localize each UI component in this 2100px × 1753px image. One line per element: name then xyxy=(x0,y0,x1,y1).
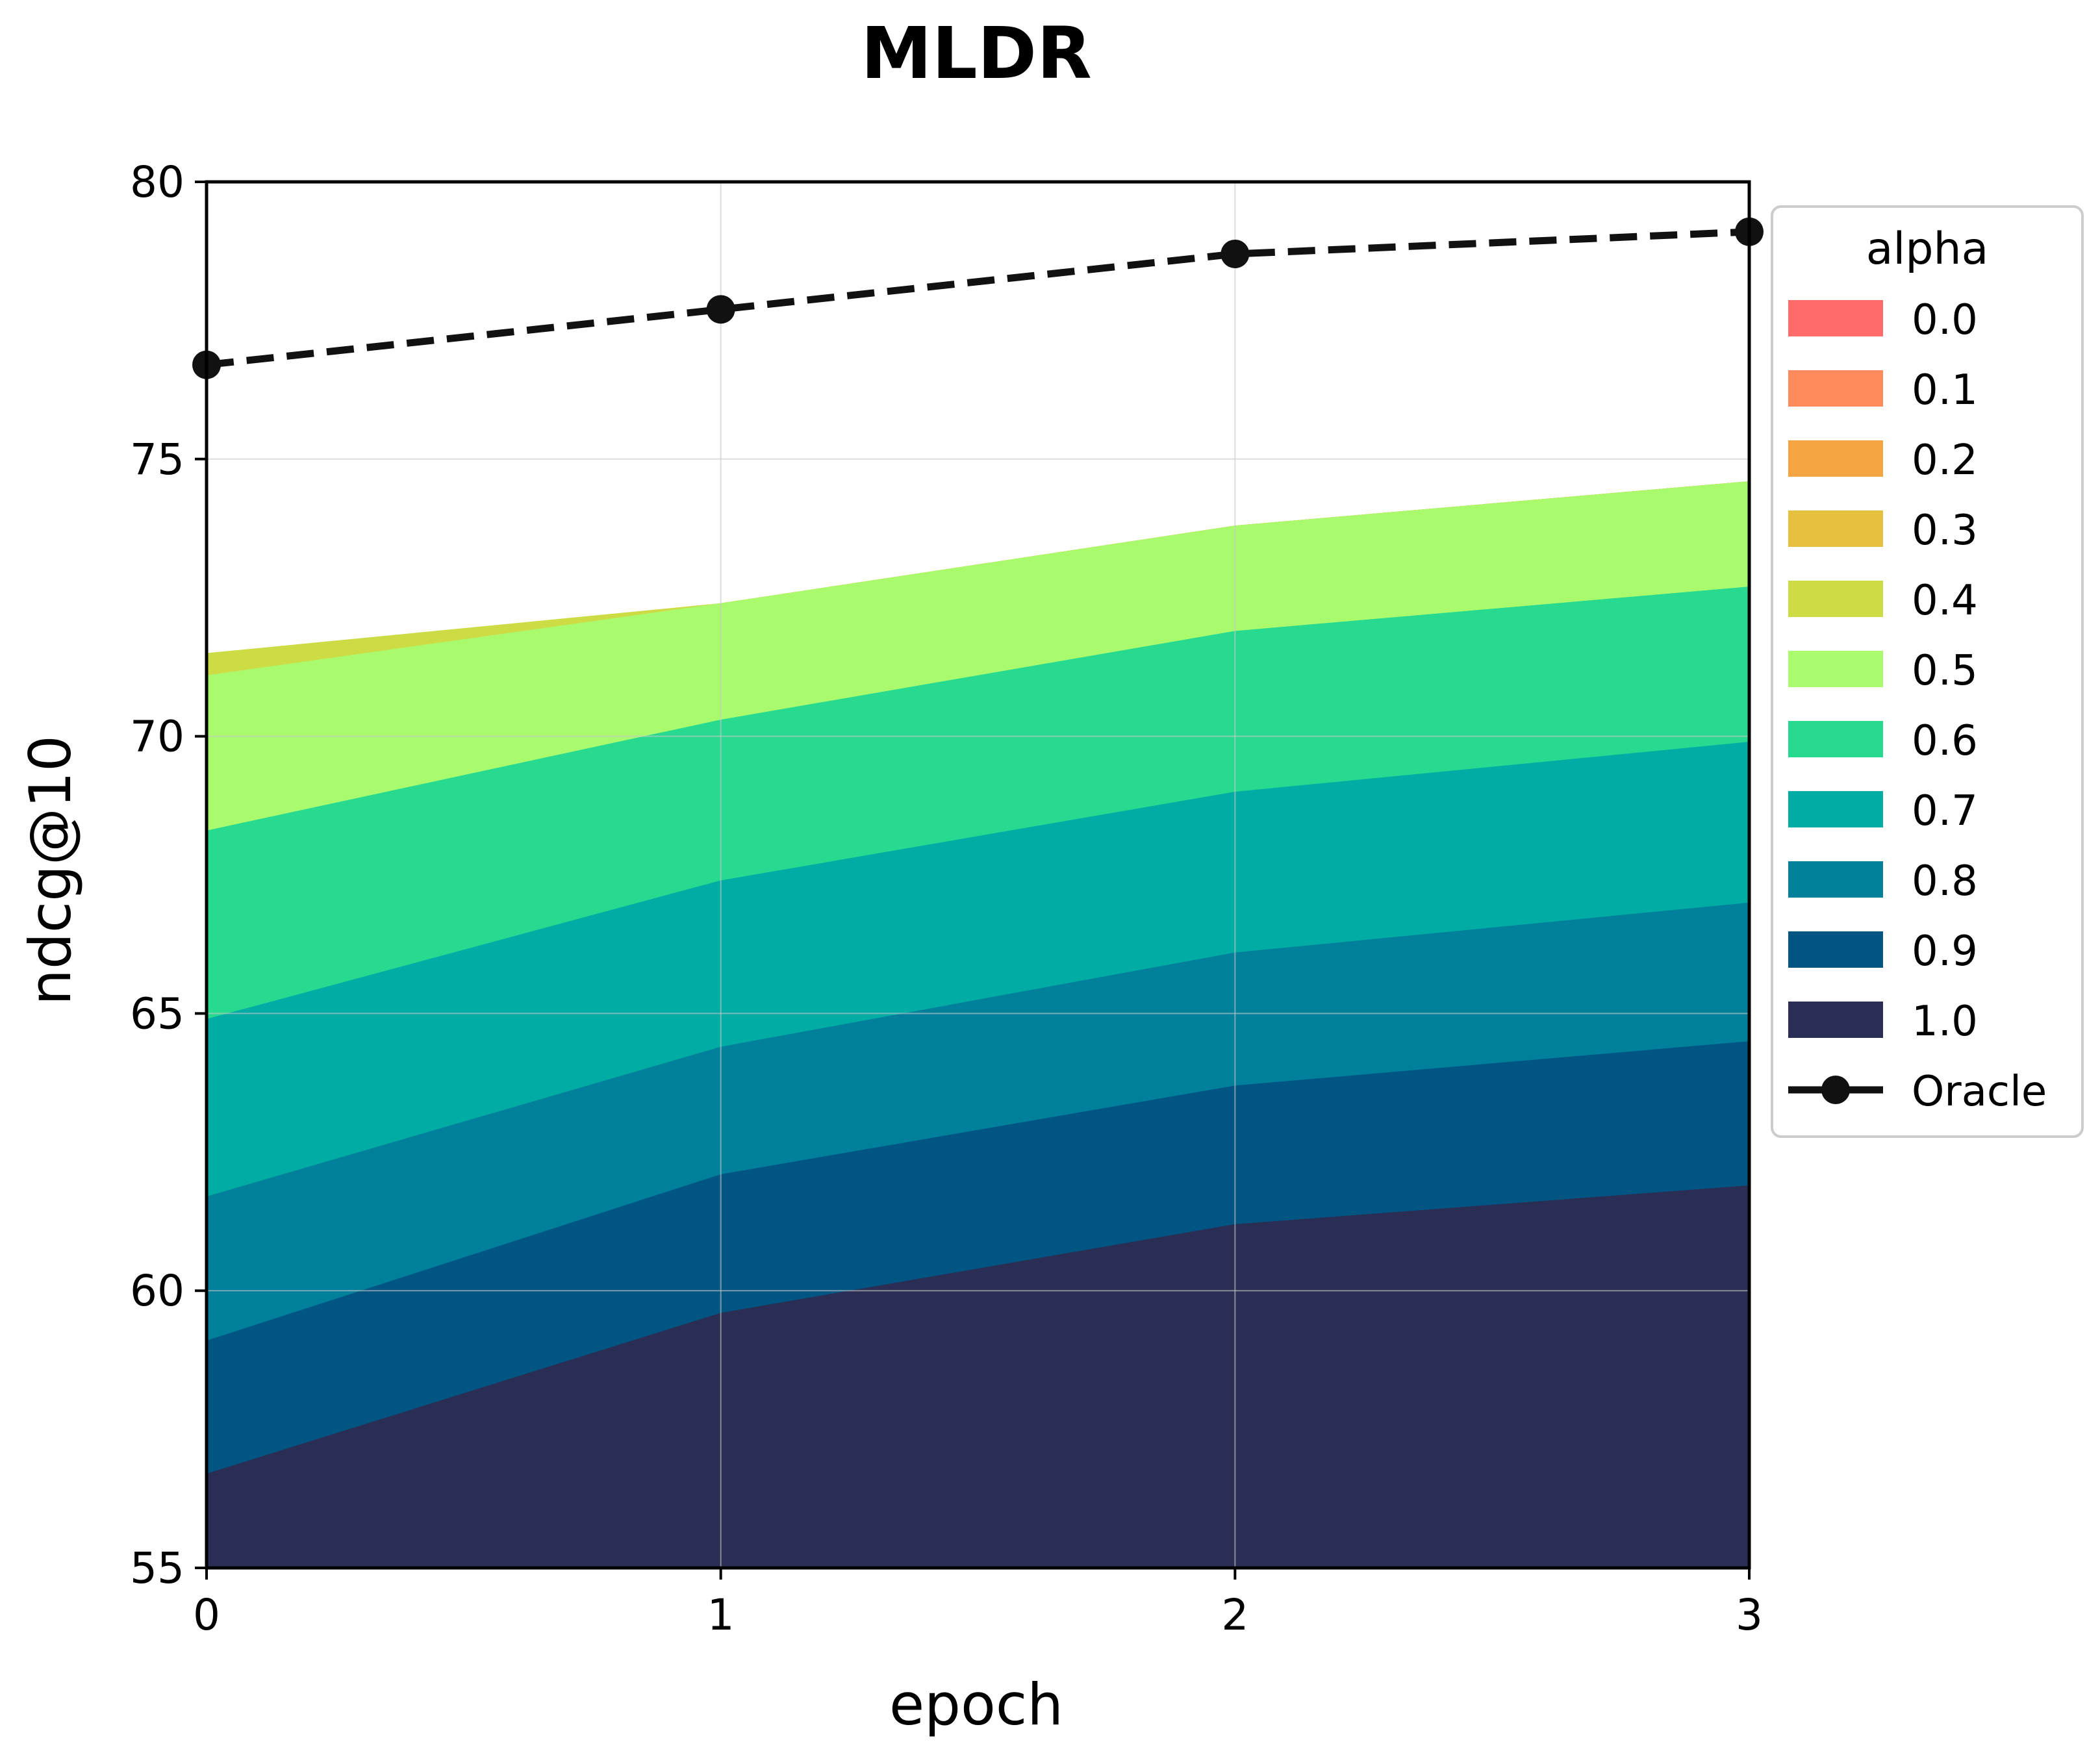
oracle-line xyxy=(206,228,1750,369)
legend-swatch-0.6 xyxy=(1788,721,1883,757)
legend-swatch-0.7 xyxy=(1788,791,1883,827)
legend-swatch-0.1 xyxy=(1788,370,1883,407)
legend-swatch-0.8 xyxy=(1788,861,1883,898)
plot-frame xyxy=(205,180,1751,1570)
legend-swatch-0.3 xyxy=(1788,511,1883,547)
legend-label: 0.5 xyxy=(1912,647,1978,695)
y-tick-label: 75 xyxy=(130,435,184,485)
x-tick-label: 2 xyxy=(1221,1590,1248,1640)
legend-swatch-1.0 xyxy=(1788,1002,1883,1038)
legend: alpha 0.0 0.1 0.2 0.3 0.4 0.5 0.6 0.7 0.8 0.9 1.0 Or… xyxy=(1771,205,2084,1138)
legend-label: 0.4 xyxy=(1912,577,1978,625)
legend-swatch-0.0 xyxy=(1788,300,1883,336)
legend-label: 1.0 xyxy=(1912,998,1978,1046)
legend-label: 0.9 xyxy=(1912,927,1978,976)
legend-oracle-marker xyxy=(1821,1076,1850,1104)
legend-title: alpha xyxy=(1866,223,1989,275)
y-tick-label: 80 xyxy=(130,157,184,207)
area-layers xyxy=(207,481,1749,1569)
legend-box xyxy=(1771,205,2084,1138)
legend-label: 0.0 xyxy=(1912,296,1978,344)
oracle-point xyxy=(1221,239,1250,268)
legend-label: 0.1 xyxy=(1912,366,1978,414)
x-tick-label: 3 xyxy=(1736,1590,1763,1640)
x-tick-label: 1 xyxy=(707,1590,735,1640)
y-tick-label: 70 xyxy=(130,712,184,762)
legend-label: 0.6 xyxy=(1912,717,1978,765)
legend-swatch-0.2 xyxy=(1788,440,1883,477)
legend-label: 0.3 xyxy=(1912,507,1978,555)
chart-title: MLDR xyxy=(861,12,1092,95)
legend-swatch-0.9 xyxy=(1788,931,1883,968)
oracle-point xyxy=(706,295,735,324)
x-axis-label: epoch xyxy=(889,1671,1063,1738)
area-alpha-1.0 xyxy=(207,1185,1749,1568)
oracle-series xyxy=(192,217,1764,379)
y-tick-label: 65 xyxy=(130,989,184,1039)
legend-label: 0.2 xyxy=(1912,436,1978,485)
y-axis: 55 60 65 70 75 80 xyxy=(130,157,207,1593)
legend-swatch-0.4 xyxy=(1788,581,1883,617)
y-axis-label: ndcg@10 xyxy=(17,735,84,1005)
legend-label: 0.8 xyxy=(1912,857,1978,905)
legend-label: Oracle xyxy=(1912,1068,2047,1116)
y-tick-label: 55 xyxy=(130,1543,184,1593)
x-axis: 0 1 2 3 xyxy=(193,1568,1763,1640)
legend-swatch-0.5 xyxy=(1788,651,1883,687)
y-tick-label: 60 xyxy=(130,1266,184,1316)
x-tick-label: 0 xyxy=(193,1590,220,1640)
legend-label: 0.7 xyxy=(1912,787,1978,835)
